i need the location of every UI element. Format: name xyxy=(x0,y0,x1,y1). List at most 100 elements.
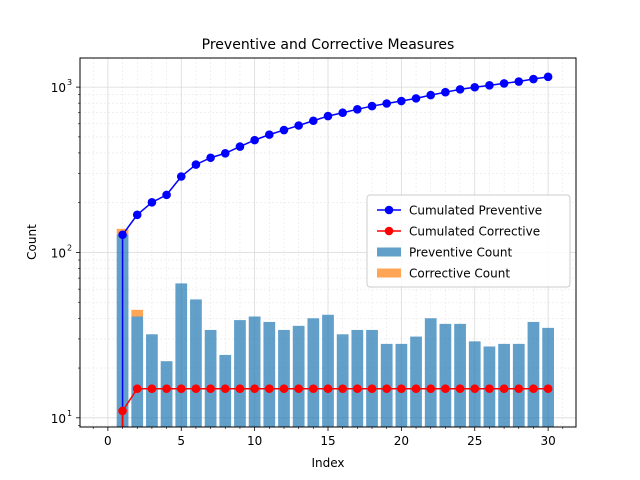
series-point xyxy=(147,198,157,207)
y-tick-label: 10 xyxy=(51,246,66,260)
series-point xyxy=(543,72,553,82)
legend-entry-label: Preventive Count xyxy=(409,246,512,260)
y-tick-exponent: 3 xyxy=(67,78,72,87)
y-tick-exponent: 1 xyxy=(67,409,72,418)
y-tick-label: 10 xyxy=(51,81,66,95)
series-point xyxy=(441,87,450,97)
preventive-count-bar xyxy=(278,329,290,427)
series-point xyxy=(397,384,406,394)
preventive-count-bar xyxy=(336,334,349,427)
series-point xyxy=(485,384,494,394)
series-point xyxy=(147,384,157,394)
legend-entry-label: Corrective Count xyxy=(409,267,510,281)
series-point xyxy=(499,79,509,88)
preventive-count-bar xyxy=(234,320,246,427)
legend-entry-label: Cumulated Corrective xyxy=(409,225,540,239)
chart-title: Preventive and Corrective Measures xyxy=(202,37,455,53)
lines-layer xyxy=(118,72,553,427)
legend-bar-swatch xyxy=(377,247,401,257)
legend-marker-swatch xyxy=(384,205,394,215)
preventive-count-bar xyxy=(292,325,305,427)
series-point xyxy=(191,384,201,394)
preventive-count-bar xyxy=(366,329,378,427)
series-point xyxy=(323,111,333,121)
x-tick-label: 0 xyxy=(104,434,112,448)
series-point xyxy=(235,384,245,394)
legend-entry-label: Cumulated Preventive xyxy=(409,204,542,218)
series-point xyxy=(397,96,406,106)
series-point xyxy=(485,81,494,90)
series-point xyxy=(470,82,480,92)
series-point xyxy=(529,384,538,394)
preventive-count-bar xyxy=(160,361,173,427)
series-point xyxy=(455,85,465,94)
legend: Cumulated Preventive Cumulated Corrective… xyxy=(366,194,571,288)
y-axis-label: Count xyxy=(25,224,39,260)
preventive-count-bar xyxy=(322,314,334,427)
x-tick-label: 20 xyxy=(394,434,409,448)
preventive-count-bar xyxy=(351,329,364,427)
series-point xyxy=(118,406,127,416)
x-tick-label: 15 xyxy=(320,434,335,448)
series-point xyxy=(250,384,259,394)
series-point xyxy=(132,384,142,394)
series-point xyxy=(338,108,347,118)
corrective-count-bar xyxy=(131,309,144,317)
preventive-count-bar xyxy=(307,318,320,427)
preventive-count-bar xyxy=(454,323,466,427)
series-point xyxy=(176,172,186,181)
series-point xyxy=(455,384,465,394)
preventive-count-bar xyxy=(468,341,481,427)
series-point xyxy=(441,384,450,394)
series-point xyxy=(162,384,171,394)
series-point xyxy=(426,90,436,100)
series-point xyxy=(543,384,553,394)
series-point xyxy=(411,94,421,103)
legend-marker-swatch xyxy=(384,226,394,236)
series-point xyxy=(382,99,391,108)
series-point xyxy=(220,148,230,158)
series-point xyxy=(367,384,377,394)
series-point xyxy=(206,384,215,394)
preventive-count-bar xyxy=(424,318,437,427)
series-point xyxy=(191,160,201,169)
series-point xyxy=(353,384,362,394)
series-point xyxy=(309,384,318,394)
series-point xyxy=(514,77,524,86)
legend-box xyxy=(366,194,571,288)
preventive-count-bar xyxy=(175,283,188,427)
series-point xyxy=(426,384,436,394)
preventive-count-bar xyxy=(527,321,540,427)
series-point xyxy=(279,125,289,135)
preventive-count-bar xyxy=(146,334,158,427)
series-point xyxy=(411,384,421,394)
series-point xyxy=(132,210,142,220)
x-axis: 0 5 10 15 20 25 30 xyxy=(92,427,564,448)
x-axis-label: Index xyxy=(311,456,344,470)
series-point xyxy=(250,135,259,145)
series-point xyxy=(294,384,303,394)
legend-bar-swatch xyxy=(377,268,401,278)
series-point xyxy=(353,105,362,114)
x-tick-label: 25 xyxy=(467,434,482,448)
x-tick-label: 5 xyxy=(177,434,185,448)
preventive-count-bar xyxy=(190,299,202,427)
series-point xyxy=(162,190,171,200)
series-point xyxy=(514,384,524,394)
series-point xyxy=(309,116,318,126)
series-point xyxy=(220,384,230,394)
preventive-count-bar xyxy=(410,336,422,427)
series-point xyxy=(294,121,303,130)
preventive-count-bar xyxy=(204,329,217,427)
series-point xyxy=(499,384,509,394)
series-point xyxy=(265,130,274,139)
preventive-count-bar xyxy=(263,321,276,427)
y-tick-exponent: 2 xyxy=(67,243,72,252)
series-point xyxy=(338,384,347,394)
series-point xyxy=(323,384,333,394)
series-point xyxy=(382,384,391,394)
series-point xyxy=(470,384,480,394)
series-point xyxy=(206,153,215,163)
